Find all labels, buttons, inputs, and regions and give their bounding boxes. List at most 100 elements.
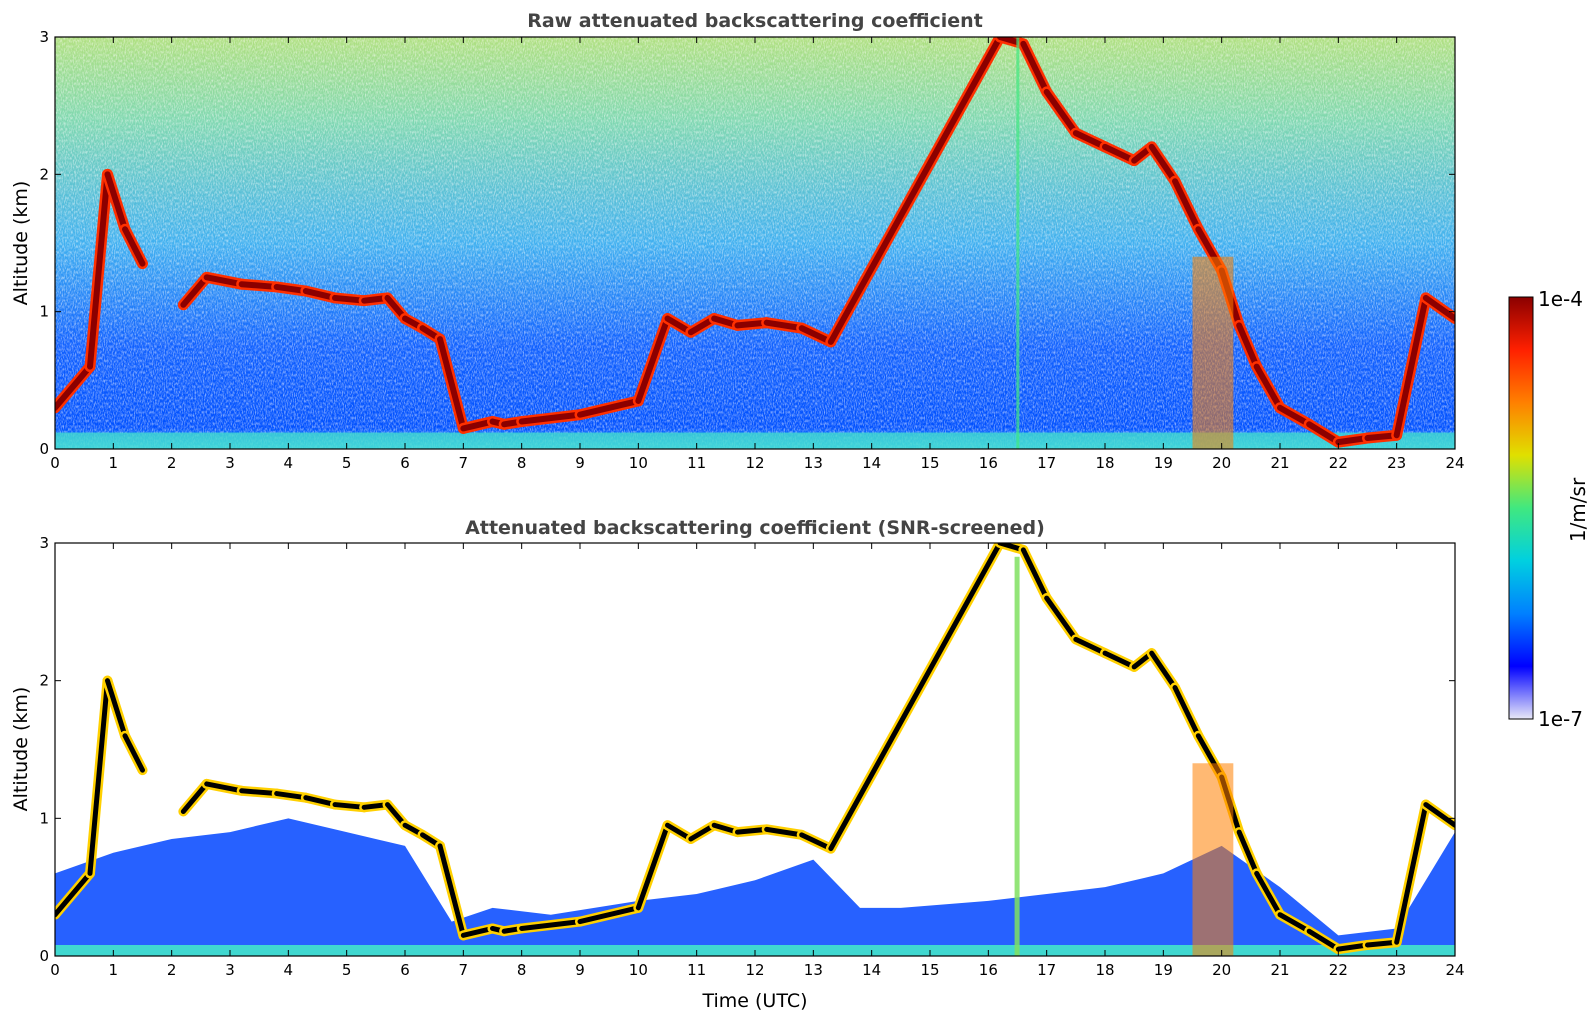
cloud-layer-segment [1306, 928, 1341, 952]
cloud-layer-segment [55, 870, 93, 918]
cloud-layer-segment [518, 411, 583, 425]
cloud-layer-segment [1102, 650, 1137, 670]
cloud-layer-segment [87, 171, 111, 370]
x-tick-label: 8 [517, 454, 527, 472]
x-tick-label: 4 [284, 454, 294, 472]
x-tick-label: 1 [109, 961, 119, 979]
x-tick-label: 6 [400, 961, 410, 979]
x-tick-label: 23 [1387, 961, 1406, 979]
cloud-layer-segment [203, 274, 245, 288]
cloud-layer-segment [55, 363, 93, 411]
cloud-layer-segment [104, 171, 128, 233]
x-tick-label: 5 [342, 961, 352, 979]
cloud-layer-segment [437, 843, 466, 938]
y-tick-label: 1 [39, 303, 49, 321]
x-tick-label: 2 [167, 961, 177, 979]
x-tick-label: 12 [745, 454, 764, 472]
cloud-layer-segment [1172, 685, 1201, 739]
x-tick-label: 18 [1095, 454, 1114, 472]
x-tick-label: 3 [225, 454, 235, 472]
colorbar-unit-label: 1/m/sr [1566, 477, 1590, 542]
x-tick-label: 16 [979, 961, 998, 979]
x-tick-label: 22 [1329, 454, 1348, 472]
x-tick-label: 14 [862, 454, 881, 472]
cloud-layer-segment [122, 226, 146, 267]
cloud-layer-segment [799, 832, 834, 852]
x-tick-label: 16 [979, 454, 998, 472]
x-tick-label: 10 [629, 454, 648, 472]
x-tick-label: 1 [109, 454, 119, 472]
x-tick-label: 0 [50, 454, 60, 472]
x-tick-label: 0 [50, 961, 60, 979]
cloud-layer-segment [1044, 595, 1079, 642]
cloud-layer-segment [1423, 802, 1455, 828]
vertical-streak [1016, 37, 1020, 449]
colorbar-min-label: 1e-7 [1538, 707, 1583, 731]
x-tick-label: 11 [687, 454, 706, 472]
x-tick-label: 10 [629, 961, 648, 979]
x-tick-label: 20 [1212, 454, 1231, 472]
x-tick-label: 4 [284, 961, 294, 979]
x-tick-label: 17 [1037, 454, 1056, 472]
cloud-layer-segment [1148, 143, 1178, 185]
panel-raw-title: Raw attenuated backscattering coefficien… [527, 10, 983, 32]
cloud-layer-segment [1306, 421, 1342, 446]
x-tick-label: 12 [745, 961, 764, 979]
y-tick-label: 0 [39, 947, 49, 965]
x-tick-label: 2 [167, 454, 177, 472]
raw-noise-speckle [55, 37, 1455, 449]
x-tick-label: 20 [1212, 961, 1231, 979]
y-tick-label: 3 [39, 534, 49, 552]
cloud-layer-segment [1020, 547, 1050, 601]
cloud-layer-segment [180, 781, 210, 814]
panel-screened-xlabel: Time (UTC) [701, 990, 807, 1012]
vertical-streak [1014, 556, 1020, 956]
cloud-layer-segment [1253, 363, 1283, 411]
cloud-layer-segment [1236, 829, 1260, 876]
cloud-layer-segment [577, 905, 641, 925]
cloud-layer-segment [764, 826, 805, 838]
cloud-layer-segment [204, 781, 245, 794]
x-tick-label: 9 [575, 454, 585, 472]
cloud-layer-segment [763, 319, 805, 332]
cloud-layer-segment [1394, 802, 1429, 945]
cloud-layer-segment [1020, 40, 1050, 95]
colorbar-bar [1508, 296, 1534, 720]
x-tick-label: 24 [1445, 454, 1464, 472]
x-tick-label: 7 [459, 454, 469, 472]
boundary-layer-region [55, 818, 1455, 956]
x-tick-label: 21 [1270, 961, 1289, 979]
cloud-layer-segment [105, 678, 128, 739]
cloud-layer-segment [635, 315, 671, 404]
x-tick-label: 13 [804, 454, 823, 472]
cloud-layer-segment [238, 281, 280, 290]
x-tick-label: 17 [1037, 961, 1056, 979]
panel-screened-heatmap [55, 543, 1455, 956]
panel-screened-title: Attenuated backscattering coefficient (S… [465, 517, 1045, 539]
cloud-layer-segment [1422, 294, 1455, 322]
x-tick-label: 14 [862, 961, 881, 979]
panel-screened-ylabel: Altitude (km) [10, 687, 32, 812]
x-tick-label: 3 [225, 961, 235, 979]
x-tick-label: 18 [1095, 961, 1114, 979]
panel-raw-ylabel: Altitude (km) [10, 181, 32, 306]
x-tick-label: 23 [1387, 454, 1406, 472]
cloud-layer-segment [437, 336, 467, 432]
cloud-layer-segment [1149, 650, 1178, 691]
x-tick-label: 8 [517, 961, 527, 979]
cloud-layer-segment [1393, 294, 1429, 439]
precipitation-streak [1192, 256, 1234, 449]
x-tick-label: 5 [342, 454, 352, 472]
x-tick-label: 24 [1445, 961, 1464, 979]
x-tick-label: 19 [1154, 454, 1173, 472]
cloud-layer-segment [239, 788, 280, 797]
y-tick-label: 2 [39, 672, 49, 690]
cloud-layer-segment [635, 822, 670, 911]
cloud-layer-segment [1073, 636, 1108, 656]
x-tick-label: 11 [687, 961, 706, 979]
panel-raw-heatmap [55, 37, 1455, 449]
panel-raw: Raw attenuated backscattering coefficien… [10, 10, 1465, 472]
cloud-layer-segment [1236, 322, 1260, 370]
y-tick-label: 1 [39, 809, 49, 827]
